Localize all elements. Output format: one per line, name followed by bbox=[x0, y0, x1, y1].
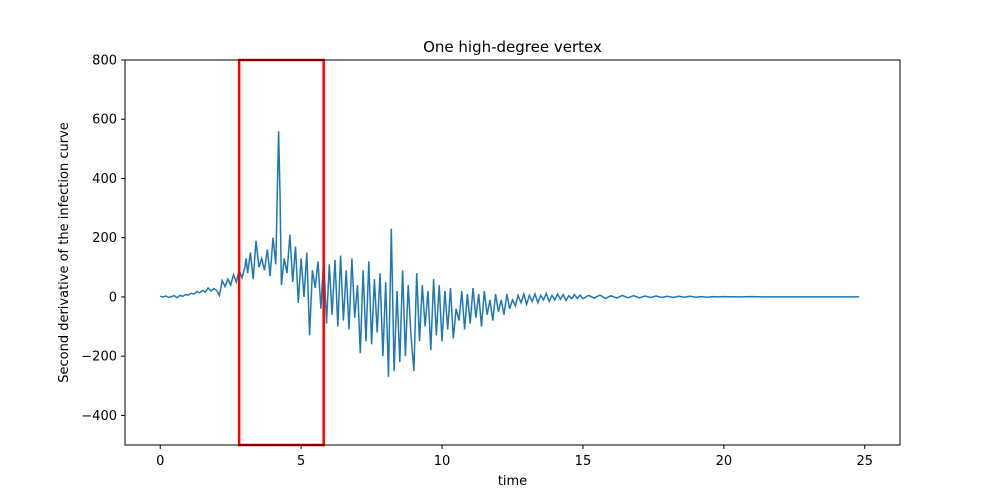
x-axis-label: time bbox=[498, 474, 527, 489]
plot-frame bbox=[124, 59, 901, 446]
x-tick-label: 0 bbox=[156, 454, 164, 469]
series-line bbox=[160, 131, 860, 377]
y-axis: −400 −200 0 200 400 600 800 bbox=[81, 54, 125, 424]
y-tick-label: 400 bbox=[92, 172, 117, 187]
y-tick-label: −200 bbox=[81, 350, 117, 365]
x-tick-label: 15 bbox=[575, 454, 592, 469]
chart-title: One high-degree vertex bbox=[423, 38, 602, 56]
x-axis: 0 5 10 15 20 25 bbox=[156, 445, 873, 469]
y-tick-label: 600 bbox=[92, 113, 117, 128]
x-tick-label: 25 bbox=[856, 454, 873, 469]
x-tick-label: 20 bbox=[716, 454, 733, 469]
y-tick-label: 0 bbox=[109, 290, 117, 305]
y-tick-label: 800 bbox=[92, 54, 117, 69]
x-tick-label: 5 bbox=[297, 454, 305, 469]
y-tick-label: −400 bbox=[81, 409, 117, 424]
y-tick-label: 200 bbox=[92, 231, 117, 246]
x-tick-label: 10 bbox=[434, 454, 451, 469]
y-axis-label: Second derivative of the infection curve bbox=[57, 122, 72, 383]
plot-background bbox=[125, 60, 900, 445]
